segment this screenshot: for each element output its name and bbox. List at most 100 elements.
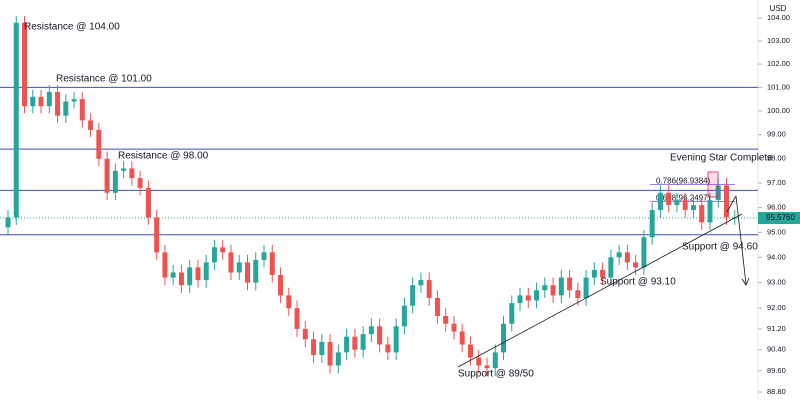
candle-body	[327, 341, 333, 366]
candle-body	[88, 120, 94, 130]
candle-body	[112, 170, 118, 193]
candle-body	[294, 308, 300, 329]
candle-body	[352, 336, 358, 350]
candle-body	[228, 252, 234, 273]
candle-body	[55, 92, 61, 116]
candle-body	[145, 187, 151, 218]
candle-body	[137, 178, 143, 188]
candle-body	[459, 331, 465, 345]
y-tick-label: 93.00	[767, 278, 786, 287]
annotation: Support @ 94.60	[682, 242, 758, 253]
candle-body	[244, 262, 250, 283]
candle-body	[517, 295, 523, 304]
candle-body	[311, 339, 317, 355]
annotation: Support @ 93.10	[600, 277, 676, 288]
candle-body	[467, 344, 473, 358]
candle-body	[286, 295, 292, 309]
candle-body	[666, 192, 672, 206]
candle-body	[525, 295, 531, 301]
annotation: Resistance @ 98.00	[118, 151, 209, 162]
fib-label: 0.618(96.2497)	[656, 193, 711, 202]
candle-body	[509, 303, 515, 324]
candle-body	[195, 267, 201, 281]
candle-body	[501, 323, 507, 353]
candle-body	[476, 357, 482, 366]
y-tick-label: 98.00	[767, 154, 786, 163]
candle-body	[699, 205, 705, 223]
last-price-box	[758, 211, 800, 224]
candle-body	[360, 334, 366, 350]
candle-body	[591, 269, 597, 278]
candle-body	[443, 315, 449, 324]
annotation: Resistance @ 104.00	[24, 22, 120, 33]
candle-body	[575, 290, 581, 298]
candle-body	[583, 277, 589, 298]
candle-body	[641, 237, 647, 268]
candle-body	[633, 262, 639, 268]
candle-body	[236, 262, 242, 273]
y-tick-label: 92.00	[767, 303, 786, 312]
y-tick-label: 103.00	[767, 36, 790, 45]
y-tick-label: 88.80	[767, 387, 786, 396]
candle-body	[211, 247, 217, 263]
candle-body	[534, 290, 540, 301]
candle-body	[682, 200, 688, 210]
y-tick-label: 89.60	[767, 366, 786, 375]
y-tick-label: 94.00	[767, 252, 786, 261]
candle-body	[129, 168, 135, 179]
candle-body	[434, 297, 440, 316]
candle-body	[410, 285, 416, 306]
y-tick-label: 102.00	[767, 59, 790, 68]
candle-body	[38, 96, 44, 107]
y-tick-label: 91.20	[767, 324, 786, 333]
candle-body	[616, 252, 622, 258]
candle-body	[451, 323, 457, 332]
axis-title: USD	[770, 4, 787, 13]
candle-body	[377, 326, 383, 345]
candle-body	[492, 352, 498, 369]
arrow-head	[741, 277, 750, 286]
candle-body	[401, 305, 407, 327]
candle-body	[624, 252, 630, 263]
candle-body	[22, 22, 28, 107]
candle-body	[154, 217, 160, 253]
y-tick-label: 95.00	[767, 227, 786, 236]
y-tick-label: 101.00	[767, 82, 790, 91]
candle-body	[13, 22, 19, 218]
candle-body	[335, 352, 341, 366]
candle-body	[261, 252, 267, 260]
candle-body	[674, 200, 680, 206]
candle-body	[5, 217, 11, 228]
candle-body	[426, 280, 432, 298]
trend-line	[457, 213, 743, 368]
candle-body	[30, 96, 36, 107]
candle-body	[220, 247, 226, 253]
candle-body	[79, 99, 85, 121]
candle-body	[600, 269, 606, 278]
annotation: Evening Star Complete	[670, 153, 773, 164]
candle-body	[649, 209, 655, 238]
candle-body	[657, 192, 663, 210]
candle-body	[187, 267, 193, 286]
candle-body	[484, 365, 490, 369]
candle-body	[162, 252, 168, 278]
projection-line	[735, 195, 747, 285]
annotation: Support @ 89/50	[458, 369, 534, 380]
candle-body	[170, 272, 176, 278]
candle-body	[269, 252, 275, 276]
candle-body	[104, 158, 110, 193]
y-tick-label: 99.00	[767, 130, 786, 139]
candle-body	[63, 101, 69, 116]
fib-label: 0.786(96.9384)	[656, 177, 711, 186]
candle-body	[608, 257, 614, 278]
candle-body	[567, 277, 573, 291]
projection-line	[726, 195, 737, 213]
pattern-box	[707, 171, 719, 198]
candle-body	[368, 326, 374, 335]
candle-body	[550, 285, 556, 296]
y-tick-label: 100.00	[767, 106, 790, 115]
candle-body	[393, 326, 399, 353]
candle-body	[253, 259, 259, 283]
